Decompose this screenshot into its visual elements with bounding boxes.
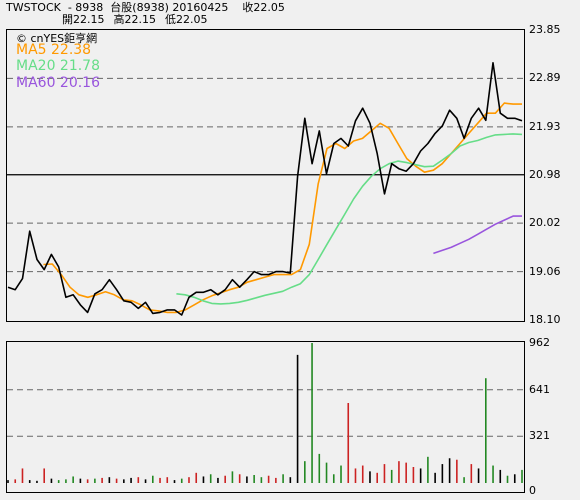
open-price: 開22.15: [62, 13, 105, 26]
volume-y-tick-1: 641: [529, 382, 550, 396]
series-close-line: [7, 62, 523, 316]
series-ma20-line: [176, 133, 523, 305]
low-price: 低22.05: [165, 13, 208, 26]
chart-header-ohl: 開22.15 高22.15 低22.05: [62, 13, 217, 26]
legend-ma20: MA20 21.78: [16, 58, 100, 74]
legend-ma5: MA5 22.38: [16, 42, 92, 58]
price-panel: [6, 29, 525, 322]
price-y-tick-6: 18.10: [529, 313, 561, 326]
price-y-tick-3: 20.98: [529, 167, 561, 181]
volume-y-tick-3: 0: [529, 484, 536, 497]
high-price: 高22.15: [113, 13, 157, 26]
price-y-tick-0: 23.85: [529, 23, 561, 36]
legend-ma60: MA60 20.16: [16, 75, 100, 91]
series-ma60-line: [433, 215, 522, 255]
series-ma5-line: [43, 102, 522, 314]
price-y-tick-5: 19.06: [529, 264, 561, 278]
volume-y-tick-2: 321: [529, 429, 550, 443]
price-y-tick-1: 22.89: [529, 71, 561, 85]
volume-y-tick-0: 962: [529, 336, 550, 349]
copyright-label: © cnYES鉅亨網: [16, 32, 98, 45]
volume-panel: [6, 341, 525, 493]
chart-header-title: TWSTOCK - 8938 台股(8938) 20160425 收22.05: [6, 1, 285, 14]
price-y-tick-2: 21.93: [529, 119, 561, 133]
price-y-tick-4: 20.02: [529, 216, 561, 230]
